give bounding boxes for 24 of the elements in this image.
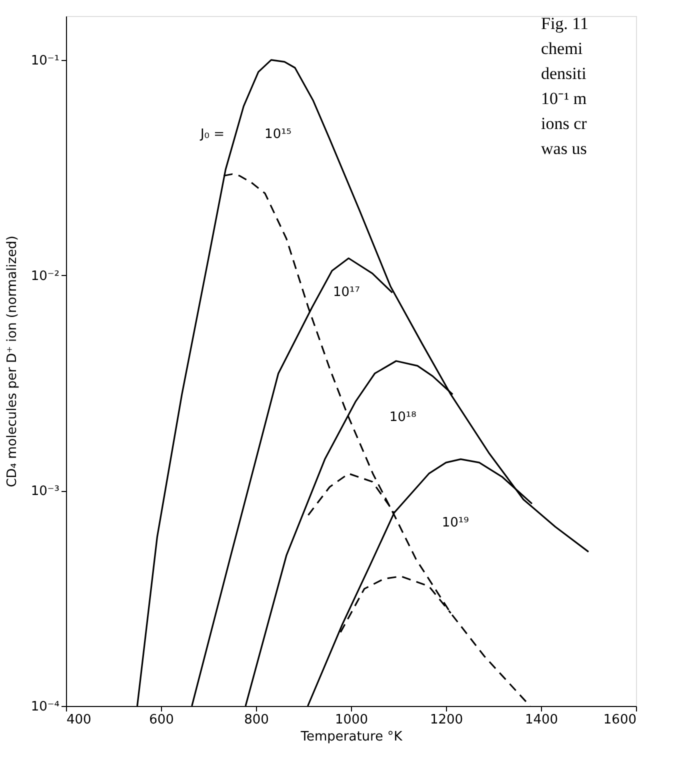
- annotation: ions cr: [541, 114, 588, 133]
- annotation: J₀ =: [199, 126, 225, 142]
- annotation: 10¹⁹: [442, 515, 469, 530]
- y-tick-label: 10⁻³: [30, 484, 60, 500]
- y-axis-title: CD₄ molecules per D⁺ ion (normalized): [4, 236, 20, 488]
- x-tick-label: 1400: [524, 712, 558, 728]
- annotation: chemi: [541, 39, 583, 58]
- y-tick-label: 10⁻⁴: [30, 700, 60, 714]
- annotation: densiti: [541, 64, 587, 83]
- annotation: was us: [541, 139, 587, 158]
- y-tick-label: 10⁻¹: [30, 53, 60, 68]
- x-tick-label: 1600: [603, 712, 636, 728]
- x-tick-label: 400: [66, 712, 92, 728]
- x-tick-label: 1000: [334, 712, 368, 728]
- annotation: 10¹⁸: [389, 410, 416, 425]
- x-tick-label: 800: [244, 712, 269, 728]
- annotation: 10¹⁷: [332, 285, 360, 300]
- x-axis-title: Temperature °K: [300, 730, 403, 744]
- x-tick-label: 600: [149, 712, 174, 728]
- annotation: 10¹⁵: [264, 126, 292, 142]
- annotation: Fig. 11: [541, 14, 589, 33]
- x-tick-label: 1200: [430, 712, 464, 728]
- y-tick-label: 10⁻²: [30, 268, 60, 284]
- annotation: 10⁻¹ m: [541, 89, 587, 108]
